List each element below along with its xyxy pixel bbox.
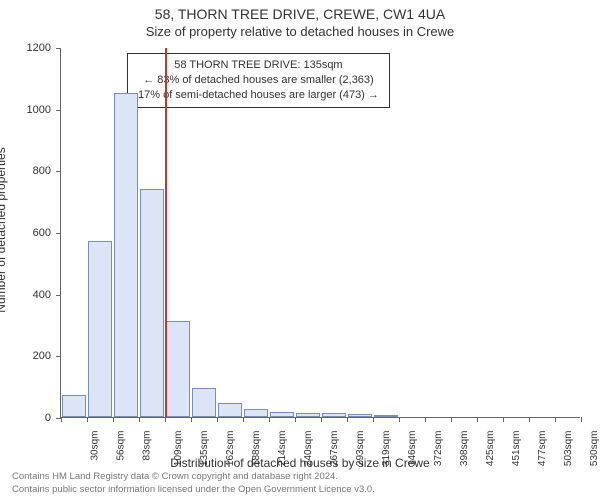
histogram-bar (218, 403, 241, 417)
y-axis-label: Number of detached properties (0, 147, 8, 312)
x-tick-mark (139, 417, 140, 422)
plot-area: 58 THORN TREE DRIVE: 135sqm ← 83% of det… (60, 48, 580, 418)
x-tick-mark (581, 417, 582, 422)
x-tick-mark (529, 417, 530, 422)
x-tick-mark (451, 417, 452, 422)
histogram-bar (140, 189, 163, 417)
x-tick-mark (425, 417, 426, 422)
y-tick-label: 1200 (15, 42, 51, 54)
x-tick-mark (295, 417, 296, 422)
chart-title-address: 58, THORN TREE DRIVE, CREWE, CW1 4UA (0, 6, 600, 22)
chart-container: 58, THORN TREE DRIVE, CREWE, CW1 4UA Siz… (0, 0, 600, 500)
histogram-bar (322, 413, 345, 417)
y-tick-label: 1000 (15, 104, 51, 116)
x-tick-mark (555, 417, 556, 422)
y-tick-mark (56, 356, 61, 357)
y-tick-label: 200 (15, 350, 51, 362)
histogram-bar (192, 388, 215, 417)
x-tick-mark (321, 417, 322, 422)
histogram-bar (348, 414, 371, 417)
chart-subtitle: Size of property relative to detached ho… (0, 24, 600, 39)
x-tick-mark (373, 417, 374, 422)
x-tick-mark (503, 417, 504, 422)
annotation-line-smaller: ← 83% of detached houses are smaller (2,… (138, 73, 379, 88)
x-tick-mark (347, 417, 348, 422)
y-tick-label: 600 (15, 227, 51, 239)
x-tick-mark (191, 417, 192, 422)
y-tick-label: 0 (15, 412, 51, 424)
y-tick-mark (56, 110, 61, 111)
property-marker-line (165, 48, 167, 417)
y-tick-label: 400 (15, 289, 51, 301)
x-tick-mark (113, 417, 114, 422)
x-tick-mark (269, 417, 270, 422)
footer-line-1: Contains HM Land Registry data © Crown c… (12, 471, 375, 483)
y-tick-mark (56, 48, 61, 49)
annotation-line-property: 58 THORN TREE DRIVE: 135sqm (138, 58, 379, 73)
x-tick-mark (61, 417, 62, 422)
x-tick-mark (243, 417, 244, 422)
x-tick-mark (477, 417, 478, 422)
y-tick-mark (56, 295, 61, 296)
y-tick-mark (56, 171, 61, 172)
x-tick-mark (217, 417, 218, 422)
x-tick-mark (165, 417, 166, 422)
histogram-bar (296, 413, 319, 417)
x-tick-mark (399, 417, 400, 422)
histogram-bar (270, 412, 293, 417)
footer-attribution: Contains HM Land Registry data © Crown c… (12, 471, 375, 496)
x-axis-label: Distribution of detached houses by size … (0, 456, 600, 470)
histogram-bar (244, 409, 267, 417)
footer-line-2: Contains public sector information licen… (12, 484, 375, 496)
y-tick-mark (56, 233, 61, 234)
histogram-bar (166, 321, 189, 417)
histogram-bar (88, 241, 111, 417)
annotation-line-larger: 17% of semi-detached houses are larger (… (138, 88, 379, 103)
x-tick-mark (87, 417, 88, 422)
y-tick-label: 800 (15, 165, 51, 177)
histogram-bar (62, 395, 85, 417)
histogram-bar (114, 93, 137, 417)
histogram-bar (374, 415, 397, 417)
